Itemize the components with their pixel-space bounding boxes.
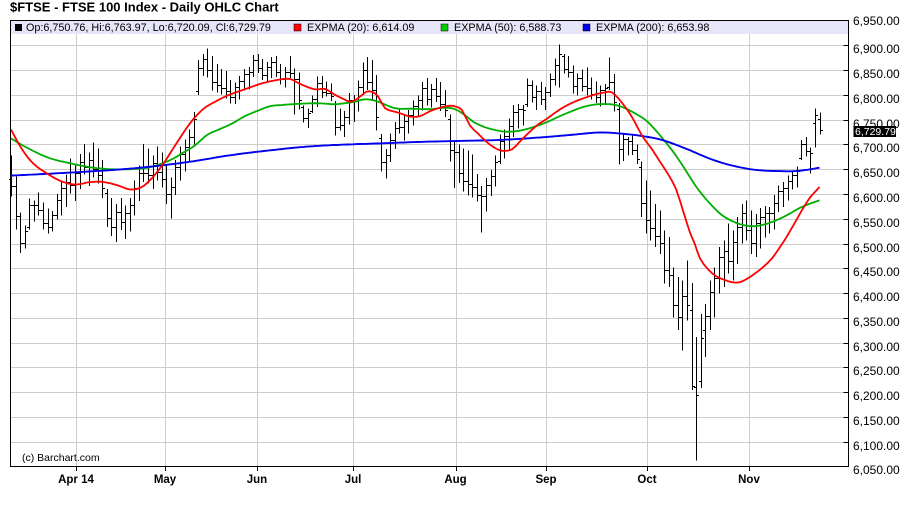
svg-text:6,250.00: 6,250.00 xyxy=(853,364,900,378)
svg-text:6,500.00: 6,500.00 xyxy=(853,241,900,255)
svg-text:Jul: Jul xyxy=(345,474,362,486)
svg-text:6,450.00: 6,450.00 xyxy=(853,265,900,279)
svg-text:Apr 14: Apr 14 xyxy=(58,474,94,486)
svg-text:6,350.00: 6,350.00 xyxy=(853,315,900,329)
svg-text:Jun: Jun xyxy=(247,474,267,486)
svg-text:6,850.00: 6,850.00 xyxy=(853,67,900,81)
svg-text:EXPMA (200): 6,653.98: EXPMA (200): 6,653.98 xyxy=(596,22,709,34)
svg-text:(c) Barchart.com: (c) Barchart.com xyxy=(22,452,100,464)
svg-text:Sep: Sep xyxy=(535,474,556,486)
svg-text:6,900.00: 6,900.00 xyxy=(853,42,900,56)
svg-text:6,700.00: 6,700.00 xyxy=(853,141,900,155)
svg-text:6,200.00: 6,200.00 xyxy=(853,389,900,403)
svg-text:Oct: Oct xyxy=(637,474,656,486)
svg-text:6,650.00: 6,650.00 xyxy=(853,166,900,180)
svg-text:Nov: Nov xyxy=(738,474,760,486)
svg-text:Aug: Aug xyxy=(444,474,466,486)
svg-text:EXPMA (50): 6,588.73: EXPMA (50): 6,588.73 xyxy=(454,22,561,34)
svg-text:6,050.00: 6,050.00 xyxy=(853,463,900,477)
svg-text:6,729.79: 6,729.79 xyxy=(855,126,896,138)
svg-text:6,600.00: 6,600.00 xyxy=(853,191,900,205)
svg-text:6,550.00: 6,550.00 xyxy=(853,216,900,230)
svg-text:$FTSE - FTSE 100 Index - Daily: $FTSE - FTSE 100 Index - Daily OHLC Char… xyxy=(10,0,279,15)
svg-text:6,300.00: 6,300.00 xyxy=(853,340,900,354)
svg-text:6,800.00: 6,800.00 xyxy=(853,92,900,106)
svg-text:Op:6,750.76, Hi:6,763.97, Lo:6: Op:6,750.76, Hi:6,763.97, Lo:6,720.09, C… xyxy=(26,22,271,34)
svg-text:6,150.00: 6,150.00 xyxy=(853,414,900,428)
svg-text:6,400.00: 6,400.00 xyxy=(853,290,900,304)
svg-text:6,950.00: 6,950.00 xyxy=(853,14,900,28)
svg-text:May: May xyxy=(154,474,177,486)
svg-text:EXPMA (20): 6,614.09: EXPMA (20): 6,614.09 xyxy=(307,22,414,34)
svg-text:6,100.00: 6,100.00 xyxy=(853,439,900,453)
